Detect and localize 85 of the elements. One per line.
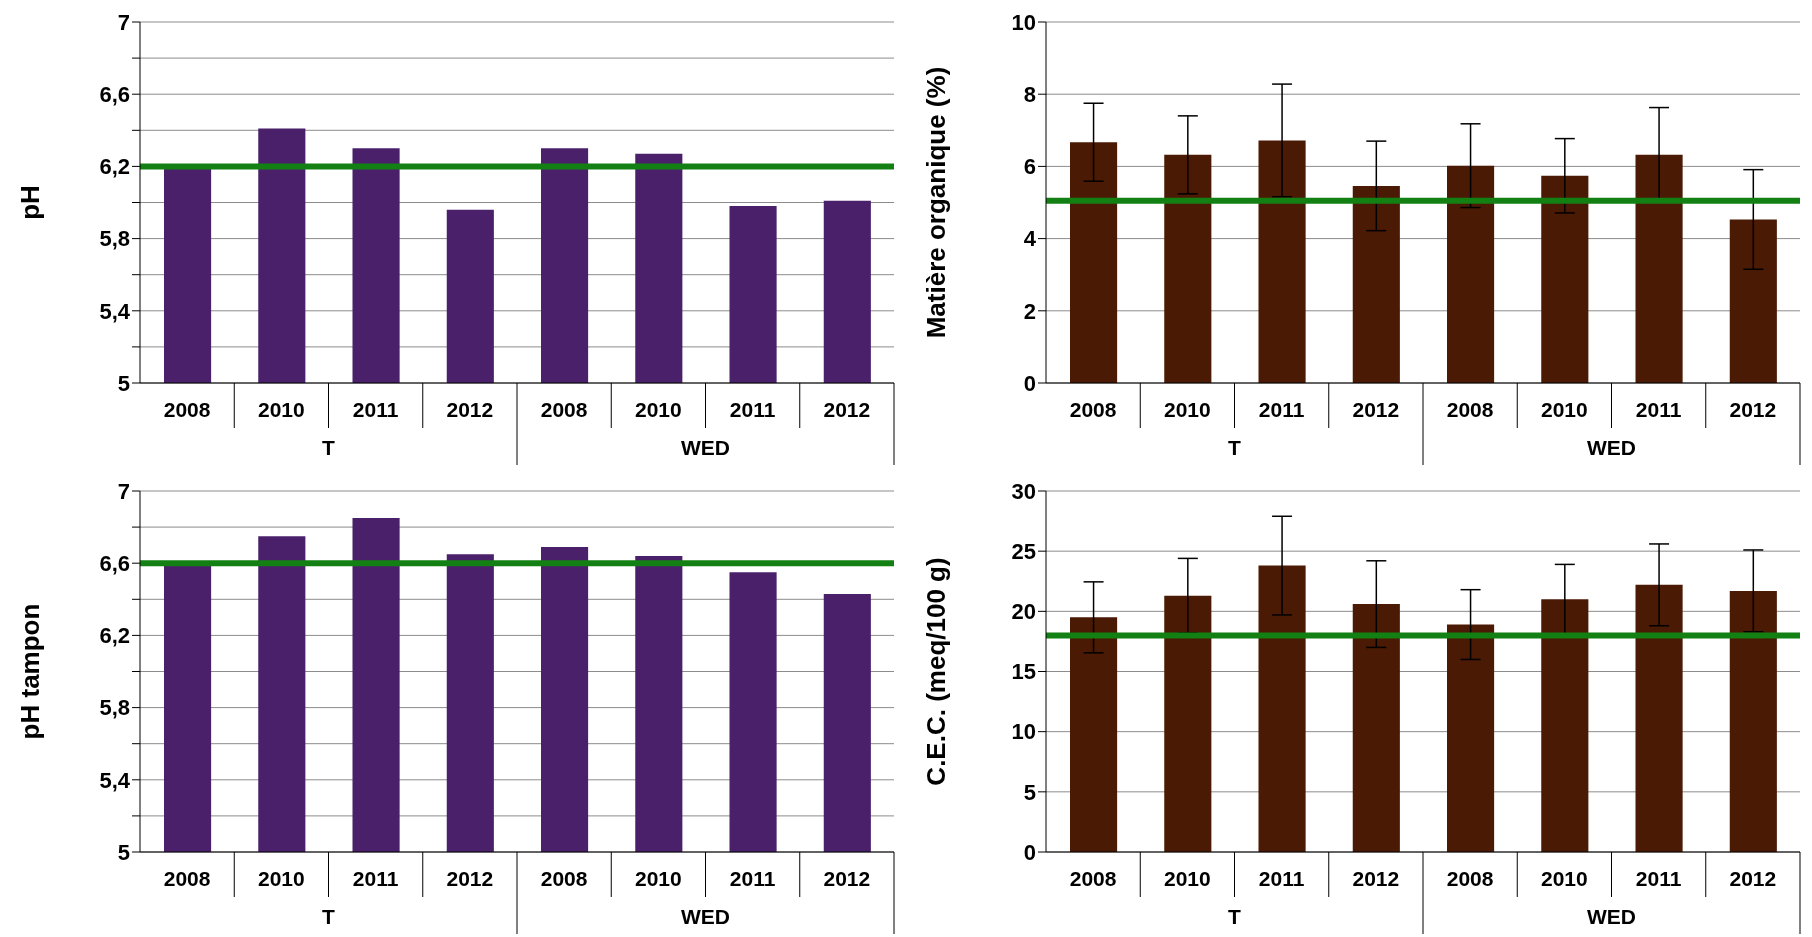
x-tick-label: 2010: [1164, 866, 1211, 890]
text: T: [1228, 904, 1242, 928]
y-axis-title: Matière organique (%): [921, 66, 952, 339]
y-tick-label: 20: [1011, 598, 1036, 624]
x-tick-label: 2011: [729, 398, 776, 421]
x-tick-label: 2012: [823, 398, 871, 421]
bar: [1729, 590, 1777, 852]
bar: [1258, 140, 1306, 383]
y-tick-label: 10: [1011, 718, 1036, 744]
x-tick-label: 2010: [258, 866, 305, 890]
y-tick-label: 25: [1011, 538, 1036, 564]
bar: [1070, 616, 1118, 852]
x-tick-label: 2011: [1258, 398, 1305, 421]
bar: [1635, 584, 1683, 852]
y-tick-label: 8: [1023, 82, 1036, 108]
bar: [1541, 175, 1589, 383]
bar: [1541, 598, 1589, 852]
bar: [1070, 142, 1118, 383]
x-tick-label: 2012: [446, 866, 494, 890]
text: T: [322, 904, 336, 928]
bar: [1164, 595, 1212, 852]
x-tick-label: 2011: [1258, 866, 1305, 890]
x-tick-label: 2012: [1729, 398, 1777, 421]
x-tick-label: 2011: [729, 866, 776, 890]
y-tick-label: 5: [1023, 779, 1036, 805]
x-tick-label: 2008: [540, 398, 588, 421]
x-tick-label: 2012: [446, 398, 494, 421]
x-tick-label: 2010: [635, 866, 682, 890]
y-tick-label: 7: [117, 9, 130, 35]
y-tick-label: 7: [117, 478, 130, 504]
x-tick-label: 2010: [1164, 398, 1211, 421]
text: T: [1228, 436, 1242, 459]
x-tick-label: 2008: [1069, 866, 1117, 890]
y-axis-title: pH tampon: [15, 603, 46, 739]
y-tick-label: 6,2: [99, 154, 130, 180]
bar: [1729, 219, 1777, 383]
x-tick-label: 2011: [1635, 398, 1682, 421]
y-tick-label: 5: [117, 839, 130, 865]
x-tick-label: 2010: [258, 398, 305, 421]
y-tick-label: 4: [1023, 226, 1037, 252]
y-tick-label: 5: [117, 370, 130, 396]
text: WED: [681, 904, 730, 928]
x-tick-label: 2008: [1446, 398, 1494, 421]
y-tick-label: 10: [1011, 9, 1036, 35]
x-tick-label: 2008: [163, 866, 211, 890]
x-tick-label: 2012: [1352, 398, 1400, 421]
x-tick-label: 2008: [1446, 866, 1494, 890]
text: T: [322, 436, 336, 459]
bar: [1164, 154, 1212, 383]
x-tick-label: 2012: [823, 866, 871, 890]
x-tick-label: 2008: [163, 398, 211, 421]
y-tick-label: 6,2: [99, 622, 130, 648]
x-tick-label: 2008: [1069, 398, 1117, 421]
bar: [1352, 185, 1400, 383]
text: WED: [681, 436, 730, 459]
x-tick-label: 2010: [1541, 398, 1588, 421]
x-tick-label: 2011: [1635, 866, 1682, 890]
y-tick-label: 6,6: [99, 82, 130, 108]
bar: [1447, 624, 1495, 852]
y-tick-label: 5,8: [99, 694, 130, 720]
x-tick-label: 2010: [635, 398, 682, 421]
y-axis-title: C.E.C. (meq/100 g): [921, 556, 952, 786]
y-tick-label: 2: [1023, 298, 1036, 324]
y-axis-title: pH: [15, 185, 46, 220]
x-tick-label: 2011: [352, 398, 399, 421]
x-tick-label: 2010: [1541, 866, 1588, 890]
bar: [1258, 565, 1306, 852]
y-tick-label: 0: [1023, 839, 1036, 865]
text: WED: [1587, 904, 1636, 928]
y-tick-label: 6,6: [99, 550, 130, 576]
bar: [1447, 165, 1495, 383]
y-tick-label: 15: [1011, 658, 1036, 684]
y-tick-label: 5,8: [99, 226, 130, 252]
x-tick-label: 2012: [1352, 866, 1400, 890]
y-tick-label: 6: [1023, 154, 1036, 180]
y-tick-label: 0: [1023, 370, 1036, 396]
x-tick-label: 2011: [352, 866, 399, 890]
bar: [1352, 603, 1400, 852]
y-tick-label: 30: [1011, 478, 1036, 504]
y-tick-label: 5,4: [99, 767, 131, 793]
bar: [1635, 154, 1683, 383]
x-tick-label: 2012: [1729, 866, 1777, 890]
x-tick-label: 2008: [540, 866, 588, 890]
text: WED: [1587, 436, 1636, 459]
y-tick-label: 5,4: [99, 298, 131, 324]
